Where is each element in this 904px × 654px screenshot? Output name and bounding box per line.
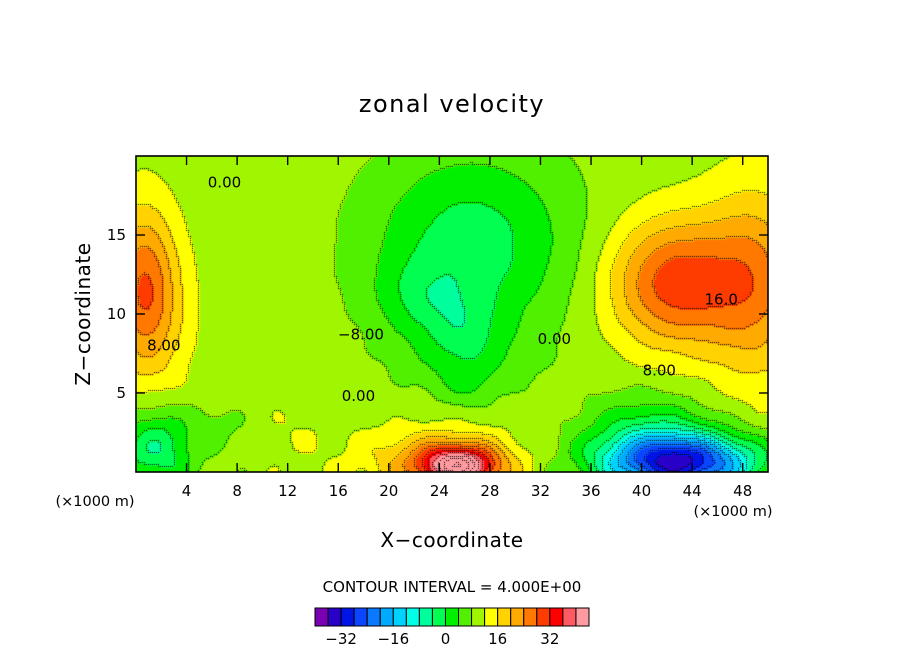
y-tick-label: 5 bbox=[116, 384, 126, 402]
x-tick-label: 28 bbox=[480, 482, 499, 500]
colorbar-swatch bbox=[575, 607, 590, 627]
contour-label: 8.00 bbox=[643, 362, 676, 380]
x-tick-label: 16 bbox=[329, 482, 348, 500]
colorbar-swatch bbox=[510, 607, 525, 627]
colorbar-tick-label: 0 bbox=[441, 630, 451, 648]
contour-label: 0.00 bbox=[538, 330, 571, 348]
colorbar-swatch bbox=[536, 607, 551, 627]
y-tick-label: 10 bbox=[107, 305, 126, 323]
colorbar-swatch bbox=[405, 607, 420, 627]
y-tick-label: 15 bbox=[107, 226, 126, 244]
colorbar-swatch bbox=[340, 607, 355, 627]
contour-label: 0.00 bbox=[342, 387, 375, 405]
contour-label: −8.00 bbox=[338, 325, 384, 343]
x-axis-unit: (×1000 m) bbox=[693, 504, 772, 520]
colorbar-swatch bbox=[392, 607, 407, 627]
contour-label: 0.00 bbox=[208, 174, 241, 192]
x-tick-label: 20 bbox=[379, 482, 398, 500]
colorbar bbox=[314, 607, 590, 627]
x-tick-label: 36 bbox=[581, 482, 600, 500]
colorbar-swatch bbox=[549, 607, 564, 627]
x-tick-label: 8 bbox=[232, 482, 242, 500]
x-tick-label: 4 bbox=[182, 482, 192, 500]
colorbar-swatch bbox=[379, 607, 394, 627]
y-axis-unit: (×1000 m) bbox=[55, 494, 134, 510]
x-axis-label: X−coordinate bbox=[380, 528, 523, 552]
colorbar-swatch bbox=[497, 607, 512, 627]
colorbar-swatch bbox=[353, 607, 368, 627]
colorbar-swatch bbox=[327, 607, 342, 627]
filled-contour-field bbox=[136, 156, 768, 472]
colorbar-swatch bbox=[458, 607, 473, 627]
y-axis-label: Z−coordinate bbox=[71, 242, 95, 385]
colorbar-tick-label: 16 bbox=[488, 630, 507, 648]
colorbar-tick-labels: −32 −16 0 16 32 bbox=[325, 630, 559, 648]
colorbar-swatch bbox=[418, 607, 433, 627]
colorbar-tick-label: −32 bbox=[325, 630, 357, 648]
x-tick-label: 48 bbox=[733, 482, 752, 500]
colorbar-swatch bbox=[314, 607, 329, 627]
x-tick-label: 12 bbox=[278, 482, 297, 500]
colorbar-swatch bbox=[444, 607, 460, 627]
x-axis-ticks: 4 8 12 16 20 24 28 32 36 40 44 48 bbox=[182, 156, 752, 500]
x-tick-label: 40 bbox=[632, 482, 651, 500]
colorbar-tick-label: −16 bbox=[377, 630, 409, 648]
colorbar-swatch bbox=[523, 607, 538, 627]
colorbar-swatch bbox=[562, 607, 577, 627]
colorbar-tick-label: 32 bbox=[540, 630, 559, 648]
contour-label: 8.00 bbox=[147, 336, 180, 354]
contour-label: 16.0 bbox=[705, 291, 738, 309]
colorbar-swatch bbox=[484, 607, 499, 627]
y-axis-ticks: 5 10 15 bbox=[107, 226, 768, 402]
x-tick-label: 32 bbox=[531, 482, 550, 500]
colorbar-swatch bbox=[366, 607, 381, 627]
x-tick-label: 24 bbox=[430, 482, 449, 500]
chart-title: zonal velocity bbox=[359, 90, 545, 118]
colorbar-swatch bbox=[431, 607, 446, 627]
x-tick-label: 44 bbox=[683, 482, 702, 500]
colorbar-swatch bbox=[471, 607, 486, 627]
contour-interval-note: CONTOUR INTERVAL = 4.000E+00 bbox=[323, 578, 582, 596]
contour-label-layer: 0.00 −8.00 8.00 0.00 0.00 8.00 16.0 bbox=[147, 174, 738, 405]
